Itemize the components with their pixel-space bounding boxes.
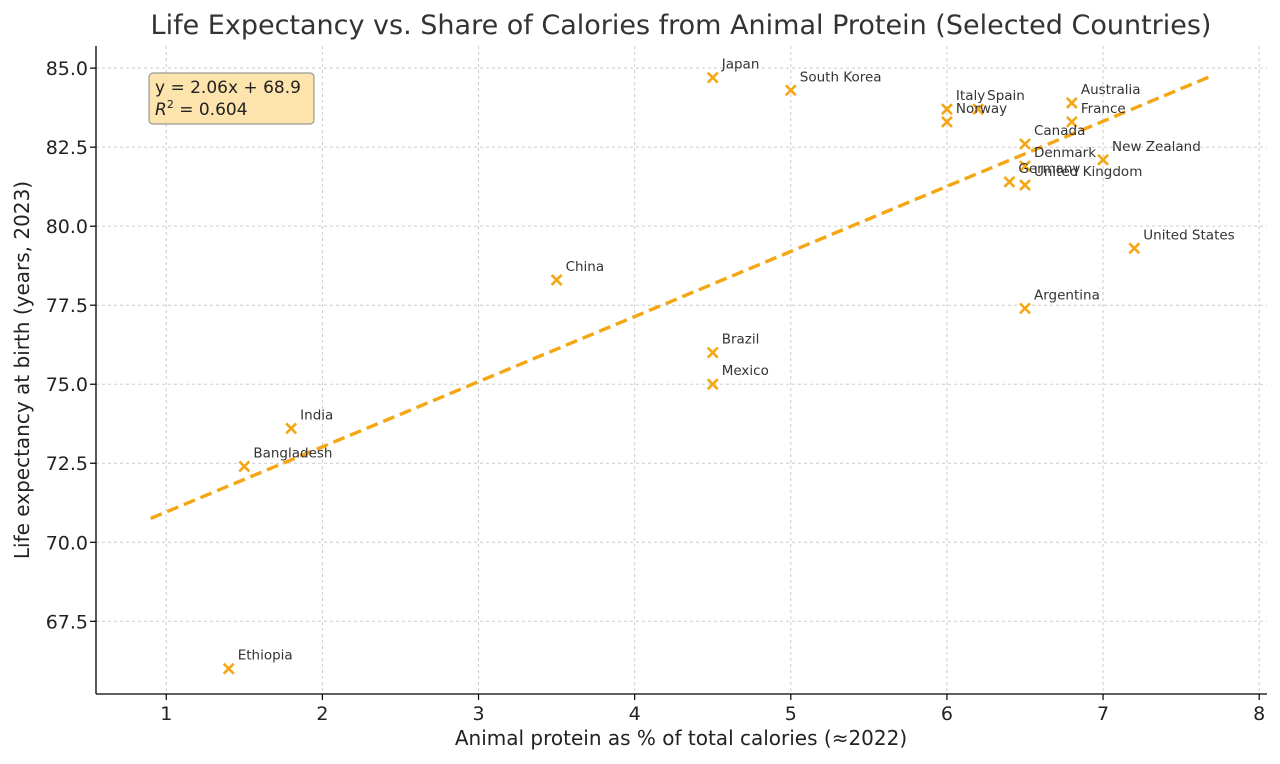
point-spain — [972, 103, 985, 116]
x-tick-label: 4 — [629, 703, 641, 725]
marker-stroke — [941, 103, 953, 116]
label-bangladesh: Bangladesh — [253, 445, 332, 461]
x-tick-label: 3 — [472, 703, 484, 725]
marker-stroke — [1019, 138, 1031, 150]
grid — [96, 46, 1267, 694]
marker-stroke — [238, 460, 251, 473]
point-australia — [1065, 96, 1078, 109]
label-canada: Canada — [1034, 123, 1085, 139]
marker-stroke — [941, 115, 953, 128]
label-china: China — [566, 259, 605, 275]
y-ticks: 67.5 70.0 72.5 75.0 77.5 80.0 82.5 85.0 — [46, 58, 96, 633]
marker-stroke — [1019, 179, 1031, 192]
label-japan: Japan — [721, 57, 760, 73]
marker-stroke — [972, 103, 985, 116]
marker-stroke — [222, 662, 235, 675]
point-italy — [941, 103, 953, 116]
y-tick-label: 75.0 — [46, 374, 88, 396]
label-denmark: Denmark — [1034, 145, 1096, 161]
point-united-kingdom — [1019, 179, 1031, 192]
trendline — [149, 74, 1214, 521]
label-france: France — [1081, 101, 1126, 117]
point-bangladesh — [238, 460, 251, 473]
point-south-korea — [784, 84, 797, 97]
x-tick-label: 1 — [160, 703, 172, 725]
marker-stroke — [1003, 176, 1016, 188]
label-ethiopia: Ethiopia — [238, 648, 293, 664]
x-axis-title: Animal protein as % of total calories (≈… — [455, 726, 907, 750]
marker-stroke — [1019, 302, 1031, 315]
label-norway: Norway — [956, 101, 1007, 117]
y-tick-label: 72.5 — [46, 453, 88, 475]
y-axis-title: Life expectancy at birth (years, 2023) — [10, 181, 34, 559]
axes — [95, 46, 1267, 695]
trendline-group — [149, 74, 1214, 521]
point-china — [550, 273, 563, 286]
label-india: India — [300, 407, 333, 423]
r-squared-label: R2 = 0.604 — [155, 98, 248, 120]
y-tick-label: 82.5 — [46, 137, 88, 159]
x-tick-label: 6 — [941, 703, 953, 725]
label-brazil: Brazil — [722, 332, 760, 348]
y-tick-label: 70.0 — [46, 532, 88, 554]
label-south-korea: South Korea — [800, 69, 882, 85]
marker-stroke — [706, 71, 719, 84]
point-ethiopia — [222, 662, 235, 675]
point-india — [285, 422, 298, 435]
point-germany — [1003, 176, 1016, 188]
x-tick-label: 2 — [316, 703, 328, 725]
point-norway — [941, 115, 953, 128]
point-argentina — [1019, 302, 1031, 315]
marker-stroke — [706, 378, 719, 391]
marker-stroke — [706, 346, 719, 359]
point-brazil — [706, 346, 719, 359]
point-canada — [1019, 138, 1031, 150]
label-spain: Spain — [987, 88, 1025, 104]
x-tick-label: 8 — [1253, 703, 1265, 725]
x-tick-label: 5 — [785, 703, 797, 725]
marker-stroke — [1097, 153, 1109, 166]
label-australia: Australia — [1081, 82, 1141, 98]
equation-box-background — [148, 72, 315, 125]
marker-stroke — [285, 422, 298, 435]
point-japan — [706, 71, 719, 84]
equation-box: y = 2.06x + 68.9 R2 = 0.604 — [148, 72, 315, 125]
r-squared-value: = 0.604 — [174, 100, 248, 120]
data-points — [222, 71, 1141, 675]
point-united-states — [1128, 242, 1141, 255]
marker-stroke — [784, 84, 797, 97]
label-united-kingdom: United Kingdom — [1034, 164, 1142, 180]
x-tick-label: 7 — [1097, 703, 1109, 725]
label-italy: Italy — [956, 88, 985, 104]
marker-stroke — [550, 273, 563, 286]
point-mexico — [706, 378, 719, 391]
r-squared-symbol: R — [155, 100, 167, 120]
marker-stroke — [1019, 160, 1031, 173]
label-united-states: United States — [1143, 227, 1234, 243]
r-squared-superscript: 2 — [167, 98, 174, 111]
label-argentina: Argentina — [1034, 287, 1100, 303]
x-ticks: 1 2 3 4 5 6 7 8 — [160, 694, 1265, 725]
point-new-zealand — [1097, 153, 1109, 166]
marker-stroke — [1065, 96, 1078, 109]
marker-stroke — [1128, 242, 1141, 255]
label-mexico: Mexico — [722, 363, 769, 379]
y-tick-label: 67.5 — [46, 611, 88, 633]
point-france — [1065, 115, 1078, 128]
trendline-equation: y = 2.06x + 68.9 — [155, 78, 301, 98]
point-denmark — [1019, 160, 1031, 173]
chart-title: Life Expectancy vs. Share of Calories fr… — [151, 10, 1212, 41]
marker-stroke — [1065, 115, 1078, 128]
y-tick-label: 77.5 — [46, 295, 88, 317]
label-germany: Germany — [1018, 161, 1080, 177]
y-tick-label: 80.0 — [46, 216, 88, 238]
label-new-zealand: New Zealand — [1112, 139, 1201, 155]
y-tick-label: 85.0 — [46, 58, 88, 80]
